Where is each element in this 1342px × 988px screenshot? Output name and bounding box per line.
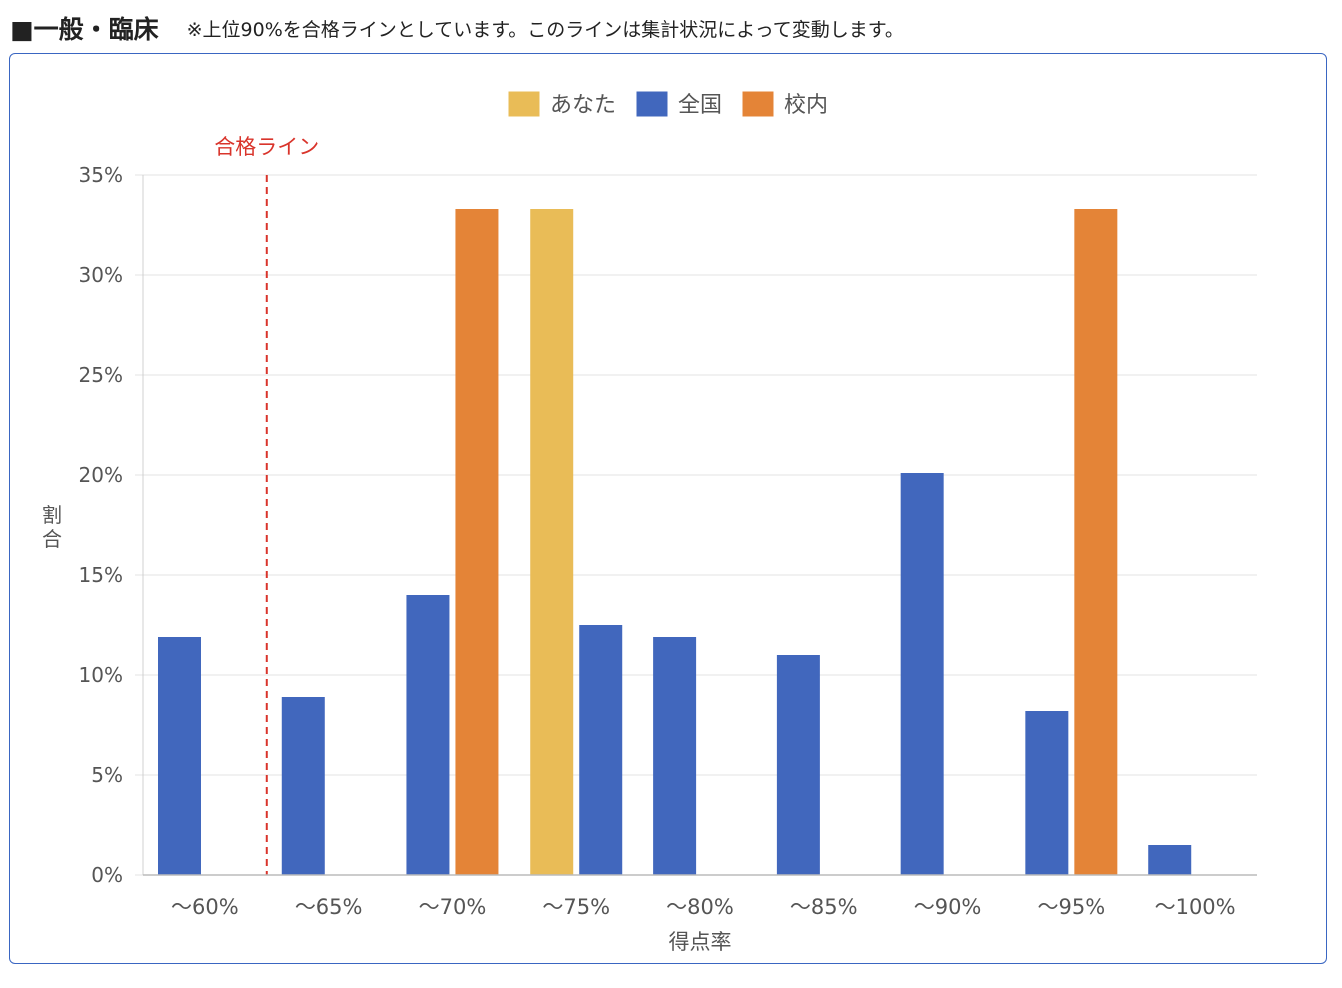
section-note: ※上位90%を合格ラインとしています。このラインは集計状況によって変動します。 [186, 18, 904, 41]
y-tick-label: 30% [79, 263, 123, 287]
y-tick-label: 35% [79, 163, 123, 187]
y-tick-label: 5% [91, 763, 123, 787]
bar [1148, 845, 1192, 875]
legend-swatch [741, 90, 775, 118]
legend-swatch [507, 90, 541, 118]
legend-label: 全国 [678, 93, 722, 118]
y-tick-label: 10% [79, 663, 123, 687]
bar [1025, 711, 1069, 875]
bar [653, 637, 697, 875]
legend-label: 校内 [784, 93, 828, 118]
y-axis-label: 割合 [42, 503, 62, 551]
section-header: ■一般・臨床 ※上位90%を合格ラインとしています。このラインは集計状況によって… [10, 8, 904, 48]
bar [281, 697, 325, 875]
chart-panel: あなた 全国 校内 0% 5% 10% 15% 20% 25% 30% 35% 〜60% 〜65% 〜… [9, 53, 1327, 964]
x-tick-label: 〜85% [790, 895, 858, 919]
x-tick-label: 〜75% [542, 895, 610, 919]
bar [579, 625, 623, 875]
y-tick-label: 0% [91, 863, 123, 887]
y-tick-label: 25% [79, 363, 123, 387]
x-tick-label: 〜100% [1155, 895, 1236, 919]
y-axis-label-char: 割 [42, 503, 62, 527]
legend: あなた 全国 校内 [507, 90, 828, 118]
x-tick-label: 〜95% [1037, 895, 1105, 919]
x-tick-label: 〜70% [419, 895, 487, 919]
legend-label: あなた [550, 93, 616, 118]
bar [158, 637, 201, 875]
bar [776, 655, 820, 875]
pass-line-label: 合格ライン [214, 135, 319, 159]
bar [530, 209, 574, 875]
bar [455, 209, 499, 875]
bar [1074, 209, 1118, 875]
y-axis-ticks: 0% 5% 10% 15% 20% 25% 30% 35% [79, 163, 123, 887]
score-distribution-chart: あなた 全国 校内 0%5%10%15%20%25%30%35% 〜60% 〜65% 〜… [42, 90, 1257, 954]
bars [158, 209, 1192, 875]
x-axis-label: 得点率 [669, 930, 732, 954]
y-tick-label: 20% [79, 463, 123, 487]
legend-swatch [635, 90, 669, 118]
x-tick-label: 〜65% [295, 895, 363, 919]
pass-line-annotation: 合格ライン [214, 135, 319, 875]
bar [900, 473, 944, 875]
section-title: ■一般・臨床 [10, 15, 159, 44]
x-tick-label: 〜80% [666, 895, 734, 919]
y-axis-label-char: 合 [42, 527, 62, 551]
axes [142, 175, 1257, 876]
x-tick-label: 〜90% [914, 895, 982, 919]
y-tick-label: 15% [79, 563, 123, 587]
x-axis-ticks: 〜60% 〜65% 〜70% 〜75% 〜80% 〜85% 〜90% 〜95% 〜100% [171, 895, 1236, 919]
x-tick-label: 〜60% [171, 895, 239, 919]
bar [406, 595, 450, 875]
